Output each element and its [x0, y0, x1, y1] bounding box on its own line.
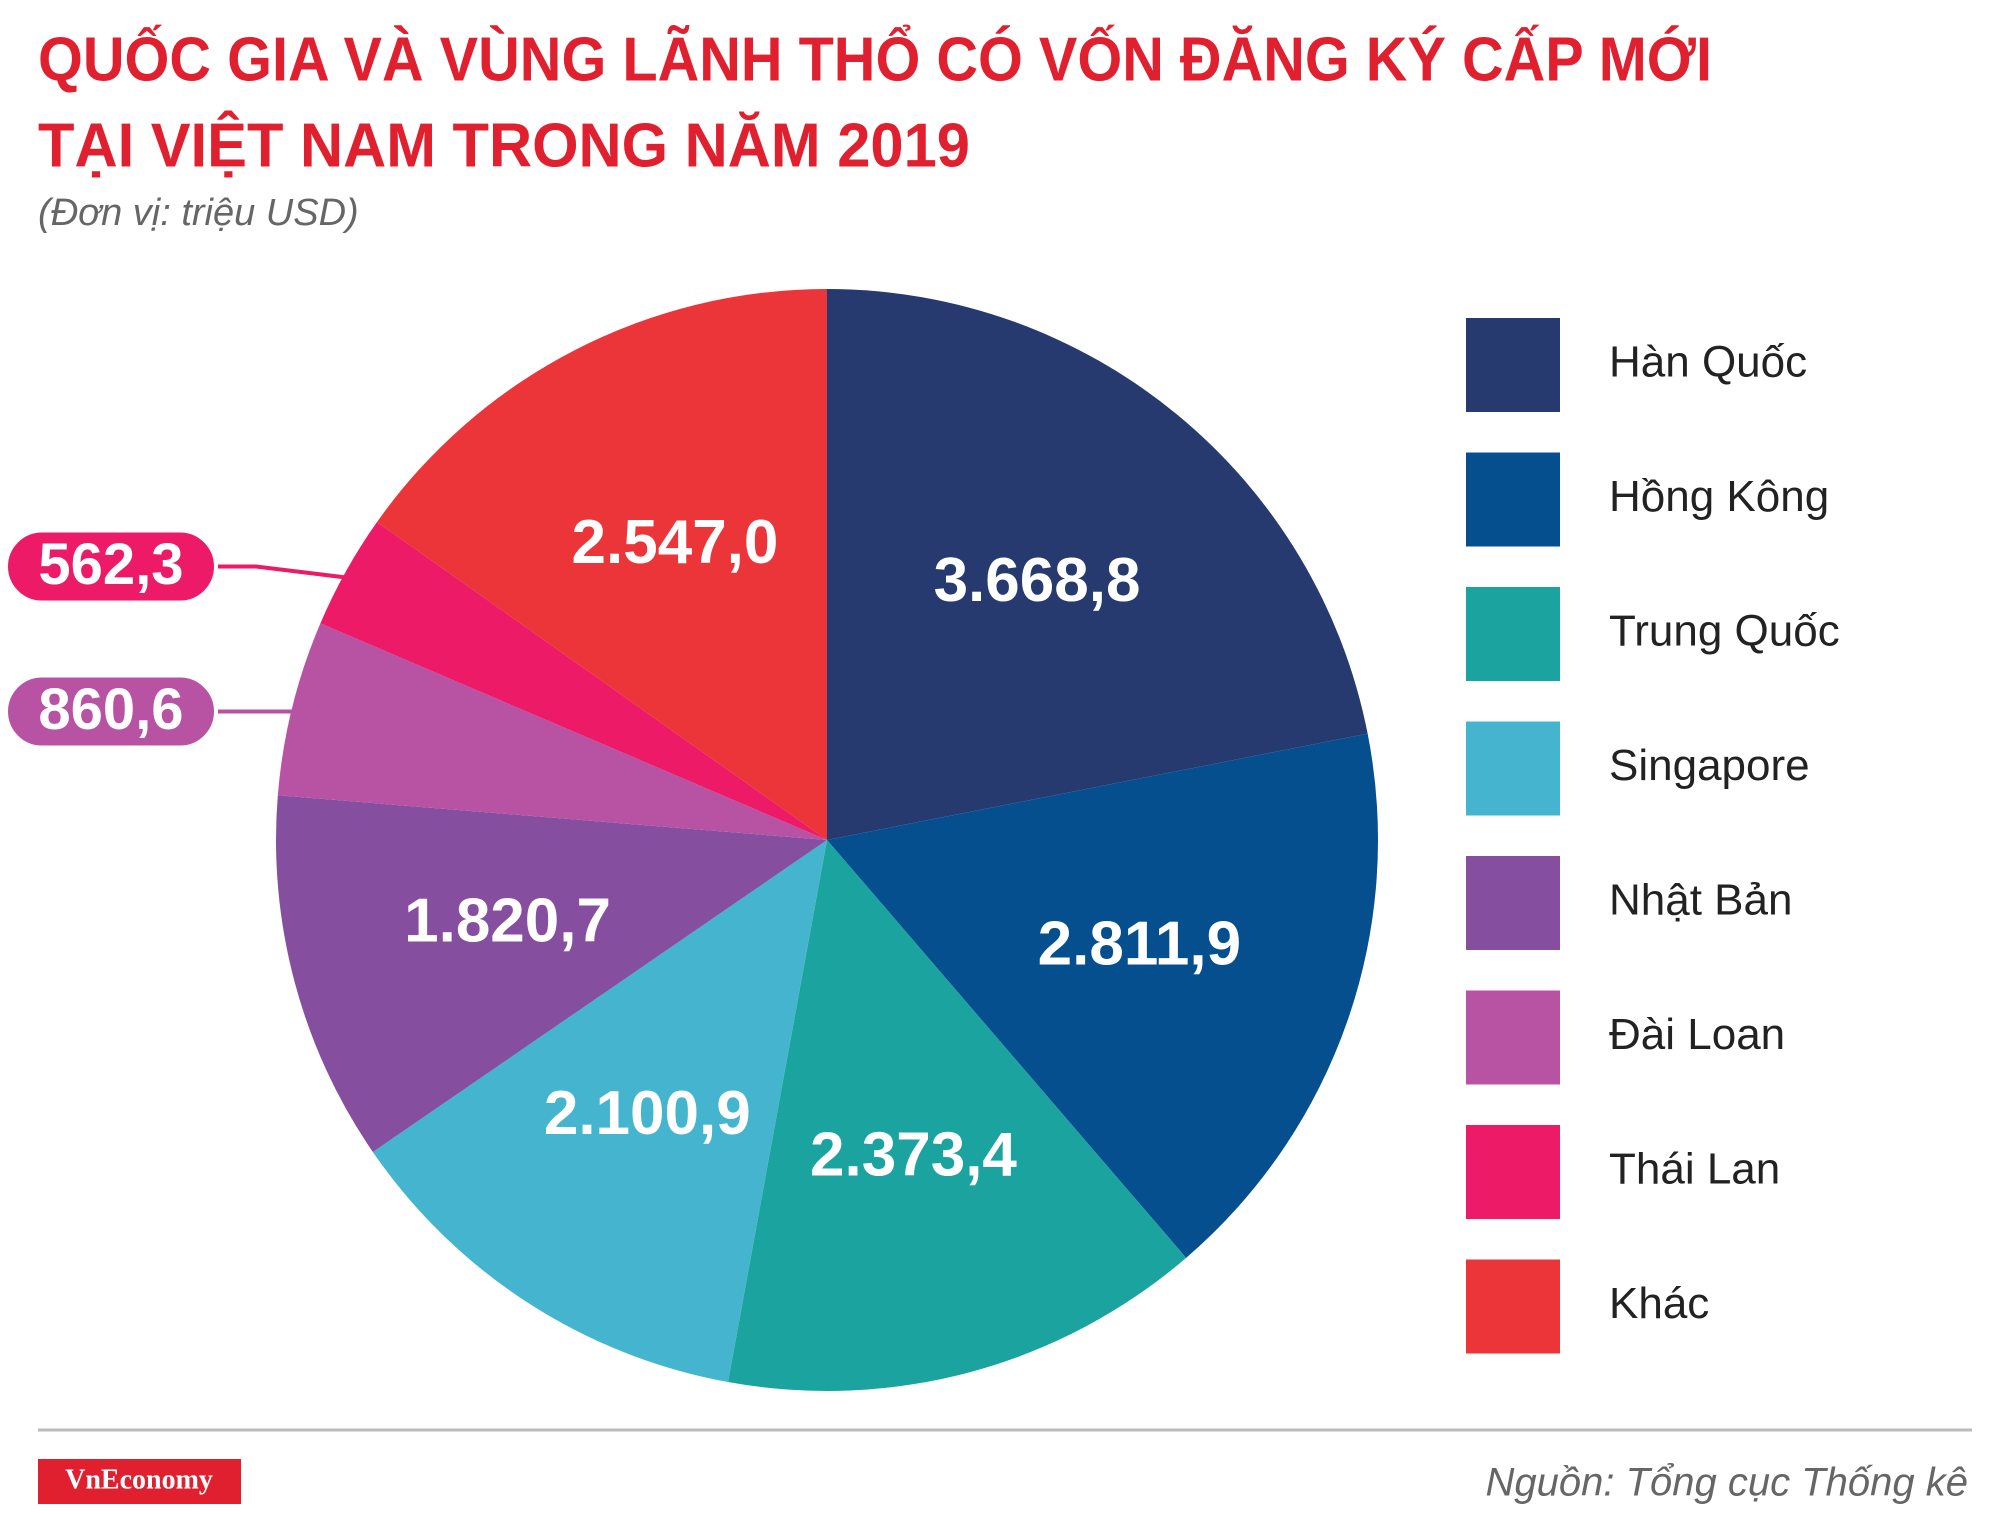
pie-slice	[277, 623, 827, 840]
chart-title: TẠI VIỆT NAM TRONG NĂM 2019	[38, 111, 970, 180]
data-label: 2.373,4	[810, 1120, 1017, 1189]
pie-slice	[827, 733, 1379, 1258]
pie-slice	[376, 289, 827, 840]
legend-swatch	[1466, 856, 1560, 950]
legend-swatch	[1466, 721, 1560, 816]
legend-swatch	[1466, 1125, 1560, 1219]
logo: VnEconomy	[65, 1464, 213, 1495]
legend: Hàn Quốc Hồng Kông Trung Quốc Singapore Nhật…	[1466, 318, 1840, 1354]
data-labels: 3.668,8 2.811,9 2.373,4 2.100,9 1.820,7 860,6…	[4, 508, 1241, 1189]
legend-label: Singapore	[1609, 741, 1810, 790]
legend-label: Trung Quốc	[1609, 607, 1840, 656]
logo-box	[38, 1459, 241, 1504]
pie-slice	[320, 522, 827, 840]
source: Nguồn: Tổng cục Thống kê	[1485, 1461, 1968, 1505]
legend-label: Đài Loan	[1609, 1010, 1785, 1059]
label-pill	[4, 673, 218, 750]
data-label: 2.100,9	[544, 1079, 751, 1148]
pie-slice	[728, 840, 1187, 1391]
data-label: 3.668,8	[934, 546, 1141, 615]
label-pill	[4, 528, 218, 605]
data-label: 2.547,0	[572, 508, 779, 577]
pie-slice	[372, 840, 827, 1383]
legend-swatch	[1466, 318, 1560, 412]
data-label: 1.820,7	[404, 886, 611, 955]
legend-label: Thái Lan	[1609, 1145, 1780, 1194]
pie	[276, 289, 1379, 1391]
legend-swatch	[1466, 452, 1560, 547]
data-label: 562,3	[38, 532, 183, 597]
legend-swatch	[1466, 587, 1560, 681]
legend-swatch	[1466, 990, 1560, 1085]
legend-label: Khác	[1609, 1279, 1709, 1328]
legend-label: Hàn Quốc	[1609, 338, 1807, 387]
data-label: 2.811,9	[1038, 910, 1241, 979]
legend-label: Nhật Bản	[1609, 876, 1792, 925]
pie-slice	[827, 289, 1368, 840]
legend-swatch	[1466, 1259, 1560, 1354]
chart-title: QUỐC GIA VÀ VÙNG LÃNH THỔ CÓ VỐN ĐĂNG KÝ…	[38, 24, 1712, 94]
pie-slice	[276, 795, 827, 1152]
callout-line	[216, 564, 361, 582]
legend-label: Hồng Kông	[1609, 472, 1829, 521]
data-label: 860,6	[38, 677, 183, 742]
chart-subtitle: (Đơn vị: triệu USD)	[38, 192, 359, 234]
